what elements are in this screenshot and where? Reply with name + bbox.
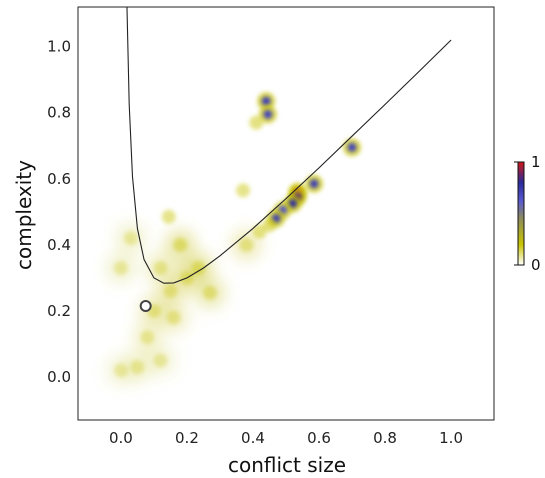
density-blob	[252, 224, 267, 239]
bound-curve	[126, 7, 452, 284]
density-blob	[140, 330, 155, 345]
colorbar-max-label: 1	[531, 153, 541, 171]
y-tick-label: 0.0	[47, 368, 71, 386]
x-axis-title: conflict size	[228, 453, 346, 477]
density-blob	[203, 285, 218, 300]
colorbar: 1 0	[514, 153, 541, 274]
density-blob	[236, 183, 251, 198]
density-blob	[343, 138, 362, 157]
y-tick-label: 0.8	[47, 104, 71, 122]
density-blob	[163, 284, 178, 299]
x-tick-label: 0.2	[175, 429, 199, 447]
density-blob	[130, 360, 145, 375]
y-tick-label: 0.6	[47, 170, 71, 188]
density-blob	[249, 115, 264, 130]
x-tick-label: 0.8	[373, 429, 397, 447]
y-tick-label: 0.2	[47, 302, 71, 320]
density-blob	[113, 363, 128, 378]
x-tick-label: 0.4	[241, 429, 265, 447]
y-tick-labels: 0.0 0.2 0.4 0.6 0.8 1.0	[47, 38, 71, 386]
density-blob	[257, 92, 276, 111]
density-blob	[191, 261, 206, 276]
colorbar-min-label: 0	[531, 256, 541, 274]
colorbar-gradient	[517, 161, 525, 266]
density-blob	[161, 209, 176, 224]
x-tick-label: 1.0	[439, 429, 463, 447]
y-axis-title: complexity	[12, 160, 36, 270]
y-tick-label: 0.4	[47, 236, 71, 254]
density-blob	[166, 310, 181, 325]
x-tick-label: 0.6	[307, 429, 331, 447]
highlight-point	[139, 300, 152, 313]
density-blob	[153, 261, 168, 276]
density-blob	[113, 261, 128, 276]
x-tick-labels: 0.0 0.2 0.4 0.6 0.8 1.0	[109, 429, 463, 447]
density-blob	[239, 237, 254, 252]
density-blob	[123, 231, 138, 246]
density-blob	[258, 105, 277, 124]
x-tick-label: 0.0	[109, 429, 133, 447]
density-blob	[262, 218, 277, 233]
y-tick-label: 1.0	[47, 38, 71, 56]
density-blob	[173, 237, 188, 252]
density-blob	[153, 353, 168, 368]
density-blob	[305, 174, 324, 193]
